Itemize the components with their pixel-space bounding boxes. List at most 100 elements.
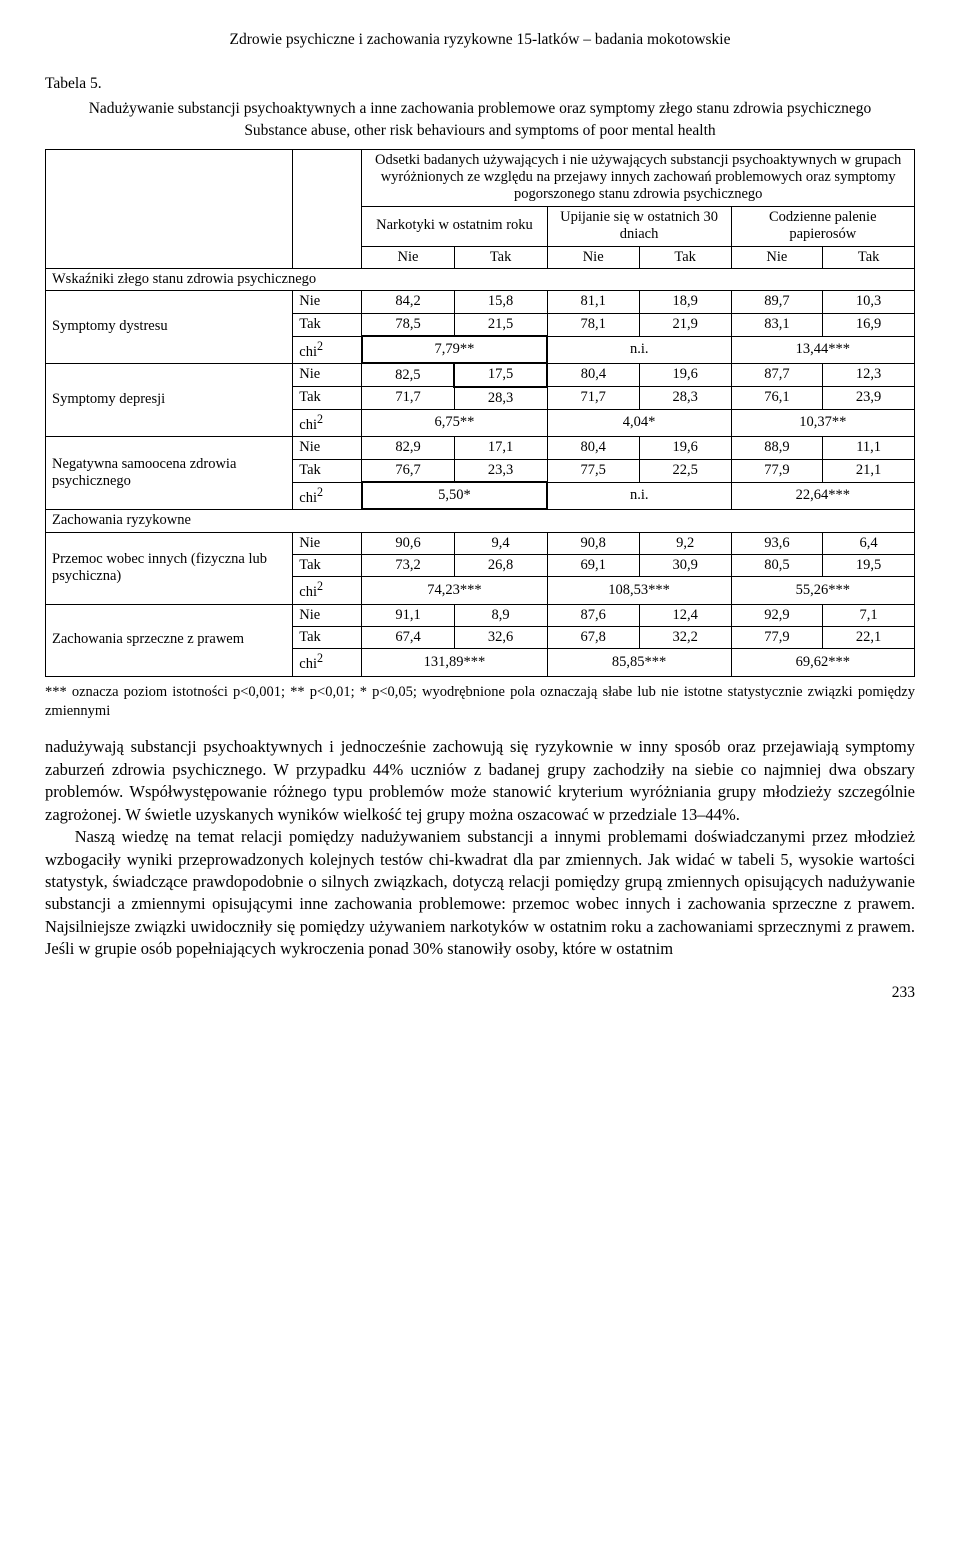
cell: 22,5 [639,459,731,482]
cell: 77,5 [547,459,639,482]
cell: 67,8 [547,627,639,649]
cell: 83,1 [731,313,823,336]
table-caption-en: Substance abuse, other risk behaviours a… [45,121,915,141]
cell: 80,5 [731,555,823,577]
sub-chi: chi2 [293,649,362,676]
chi-cell-boxed: 7,79** [362,336,547,363]
cell: 16,9 [823,313,915,336]
chi-cell: n.i. [547,482,731,509]
row-label: Przemoc wobec innych (fizyczna lub psych… [46,532,293,604]
cell: 89,7 [731,291,823,313]
cell: 30,9 [639,555,731,577]
row-label: Symptomy dystresu [46,291,293,364]
chi-cell: 55,26*** [731,577,914,604]
cell: 71,7 [362,387,454,410]
cell: 71,7 [547,387,639,410]
cell: 19,6 [639,437,731,459]
sub-nie: Nie [293,604,362,626]
cell-boxed: 17,5 [454,363,547,386]
cell: 80,4 [547,363,639,386]
cell: 12,3 [823,363,915,386]
cell: 19,6 [639,363,731,386]
cell: 82,9 [362,437,454,459]
cell: 7,1 [823,604,915,626]
cell: 21,5 [454,313,547,336]
chi-cell: 6,75** [362,410,547,437]
section-title: Wskaźniki złego stanu zdrowia psychiczne… [46,268,915,290]
cell: 28,3 [454,387,547,410]
cell: 32,6 [454,627,547,649]
cell: 69,1 [547,555,639,577]
sub-nie: Nie [293,363,362,386]
cell: 82,5 [362,363,454,386]
cell: 15,8 [454,291,547,313]
subhead: Tak [823,246,915,268]
cell: 93,6 [731,532,823,554]
cell: 87,6 [547,604,639,626]
cell: 6,4 [823,532,915,554]
subhead: Nie [547,246,639,268]
table-footnote: *** oznacza poziom istotności p<0,001; *… [45,683,915,721]
sub-nie: Nie [293,291,362,313]
data-table: Odsetki badanych używających i nie używa… [45,149,915,677]
cell: 87,7 [731,363,823,386]
cell: 91,1 [362,604,454,626]
row-label: Symptomy depresji [46,363,293,437]
cell: 9,4 [454,532,547,554]
cell: 22,1 [823,627,915,649]
cell: 11,1 [823,437,915,459]
subhead: Nie [362,246,454,268]
cell: 78,5 [362,313,454,336]
chi-cell: 131,89*** [362,649,547,676]
col-group-3: Codzienne palenie papierosów [731,206,914,246]
cell: 8,9 [454,604,547,626]
body-paragraph-1: nadużywają substancji psychoaktywnych i … [45,736,915,826]
chi-cell: 10,37** [731,410,914,437]
sub-tak: Tak [293,313,362,336]
cell: 92,9 [731,604,823,626]
col-group-1: Narkotyki w ostatnim roku [362,206,547,246]
sub-chi: chi2 [293,410,362,437]
cell: 23,3 [454,459,547,482]
cell: 81,1 [547,291,639,313]
running-header: Zdrowie psychiczne i zachowania ryzykown… [45,30,915,50]
table-caption-pl: Nadużywanie substancji psychoaktywnych a… [45,99,915,119]
chi-cell: 108,53*** [547,577,731,604]
cell: 84,2 [362,291,454,313]
table-label: Tabela 5. [45,74,915,94]
chi-cell: 4,04* [547,410,731,437]
cell: 9,2 [639,532,731,554]
cell: 12,4 [639,604,731,626]
chi-cell-boxed: 5,50* [362,482,547,509]
sub-nie: Nie [293,437,362,459]
cell: 76,7 [362,459,454,482]
sub-tak: Tak [293,387,362,410]
sub-tak: Tak [293,459,362,482]
subhead: Tak [454,246,547,268]
chi-cell: 13,44*** [731,336,914,363]
subhead: Tak [639,246,731,268]
cell: 78,1 [547,313,639,336]
subhead: Nie [731,246,823,268]
sub-chi: chi2 [293,482,362,509]
row-label: Negatywna samoocena zdrowia psychicznego [46,437,293,510]
cell: 77,9 [731,627,823,649]
cell: 73,2 [362,555,454,577]
cell: 76,1 [731,387,823,410]
sub-tak: Tak [293,555,362,577]
cell: 21,1 [823,459,915,482]
chi-cell: 22,64*** [731,482,914,509]
cell: 88,9 [731,437,823,459]
sub-nie: Nie [293,532,362,554]
col-group-2: Upijanie się w ostatnich 30 dniach [547,206,731,246]
cell: 23,9 [823,387,915,410]
row-label: Zachowania sprzeczne z prawem [46,604,293,676]
cell: 32,2 [639,627,731,649]
section-title: Zachowania ryzykowne [46,509,915,532]
chi-cell: 74,23*** [362,577,547,604]
body-paragraph-2: Naszą wiedzę na temat relacji pomiędzy n… [45,826,915,961]
cell: 77,9 [731,459,823,482]
cell: 90,8 [547,532,639,554]
sub-chi: chi2 [293,577,362,604]
cell: 28,3 [639,387,731,410]
